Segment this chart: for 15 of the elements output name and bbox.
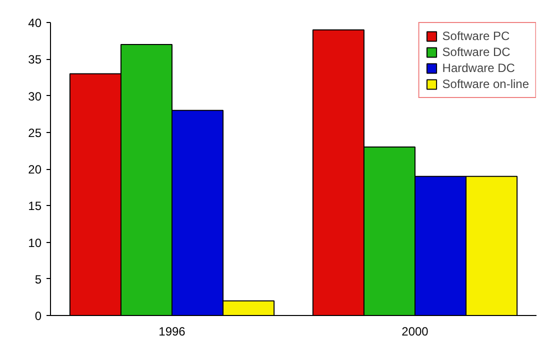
y-tick-label: 5 bbox=[34, 272, 42, 286]
y-tick-label: 10 bbox=[28, 236, 42, 250]
y-tick-label: 20 bbox=[28, 162, 42, 176]
y-tick-label: 0 bbox=[34, 309, 42, 323]
y-tick-label: 35 bbox=[28, 52, 42, 67]
legend-label: Software on-line bbox=[442, 77, 529, 91]
legend-label: Software DC bbox=[442, 45, 510, 59]
y-tick-label: 25 bbox=[28, 126, 42, 140]
y-tick-label: 30 bbox=[28, 89, 42, 104]
legend-label: Hardware DC bbox=[442, 61, 515, 75]
x-tick-label: 1996 bbox=[158, 324, 186, 338]
y-tick-label: 15 bbox=[28, 199, 42, 214]
x-tick-label: 2000 bbox=[402, 324, 429, 338]
y-tick-label: 40 bbox=[28, 16, 42, 30]
legend-label: Software PC bbox=[442, 29, 510, 43]
